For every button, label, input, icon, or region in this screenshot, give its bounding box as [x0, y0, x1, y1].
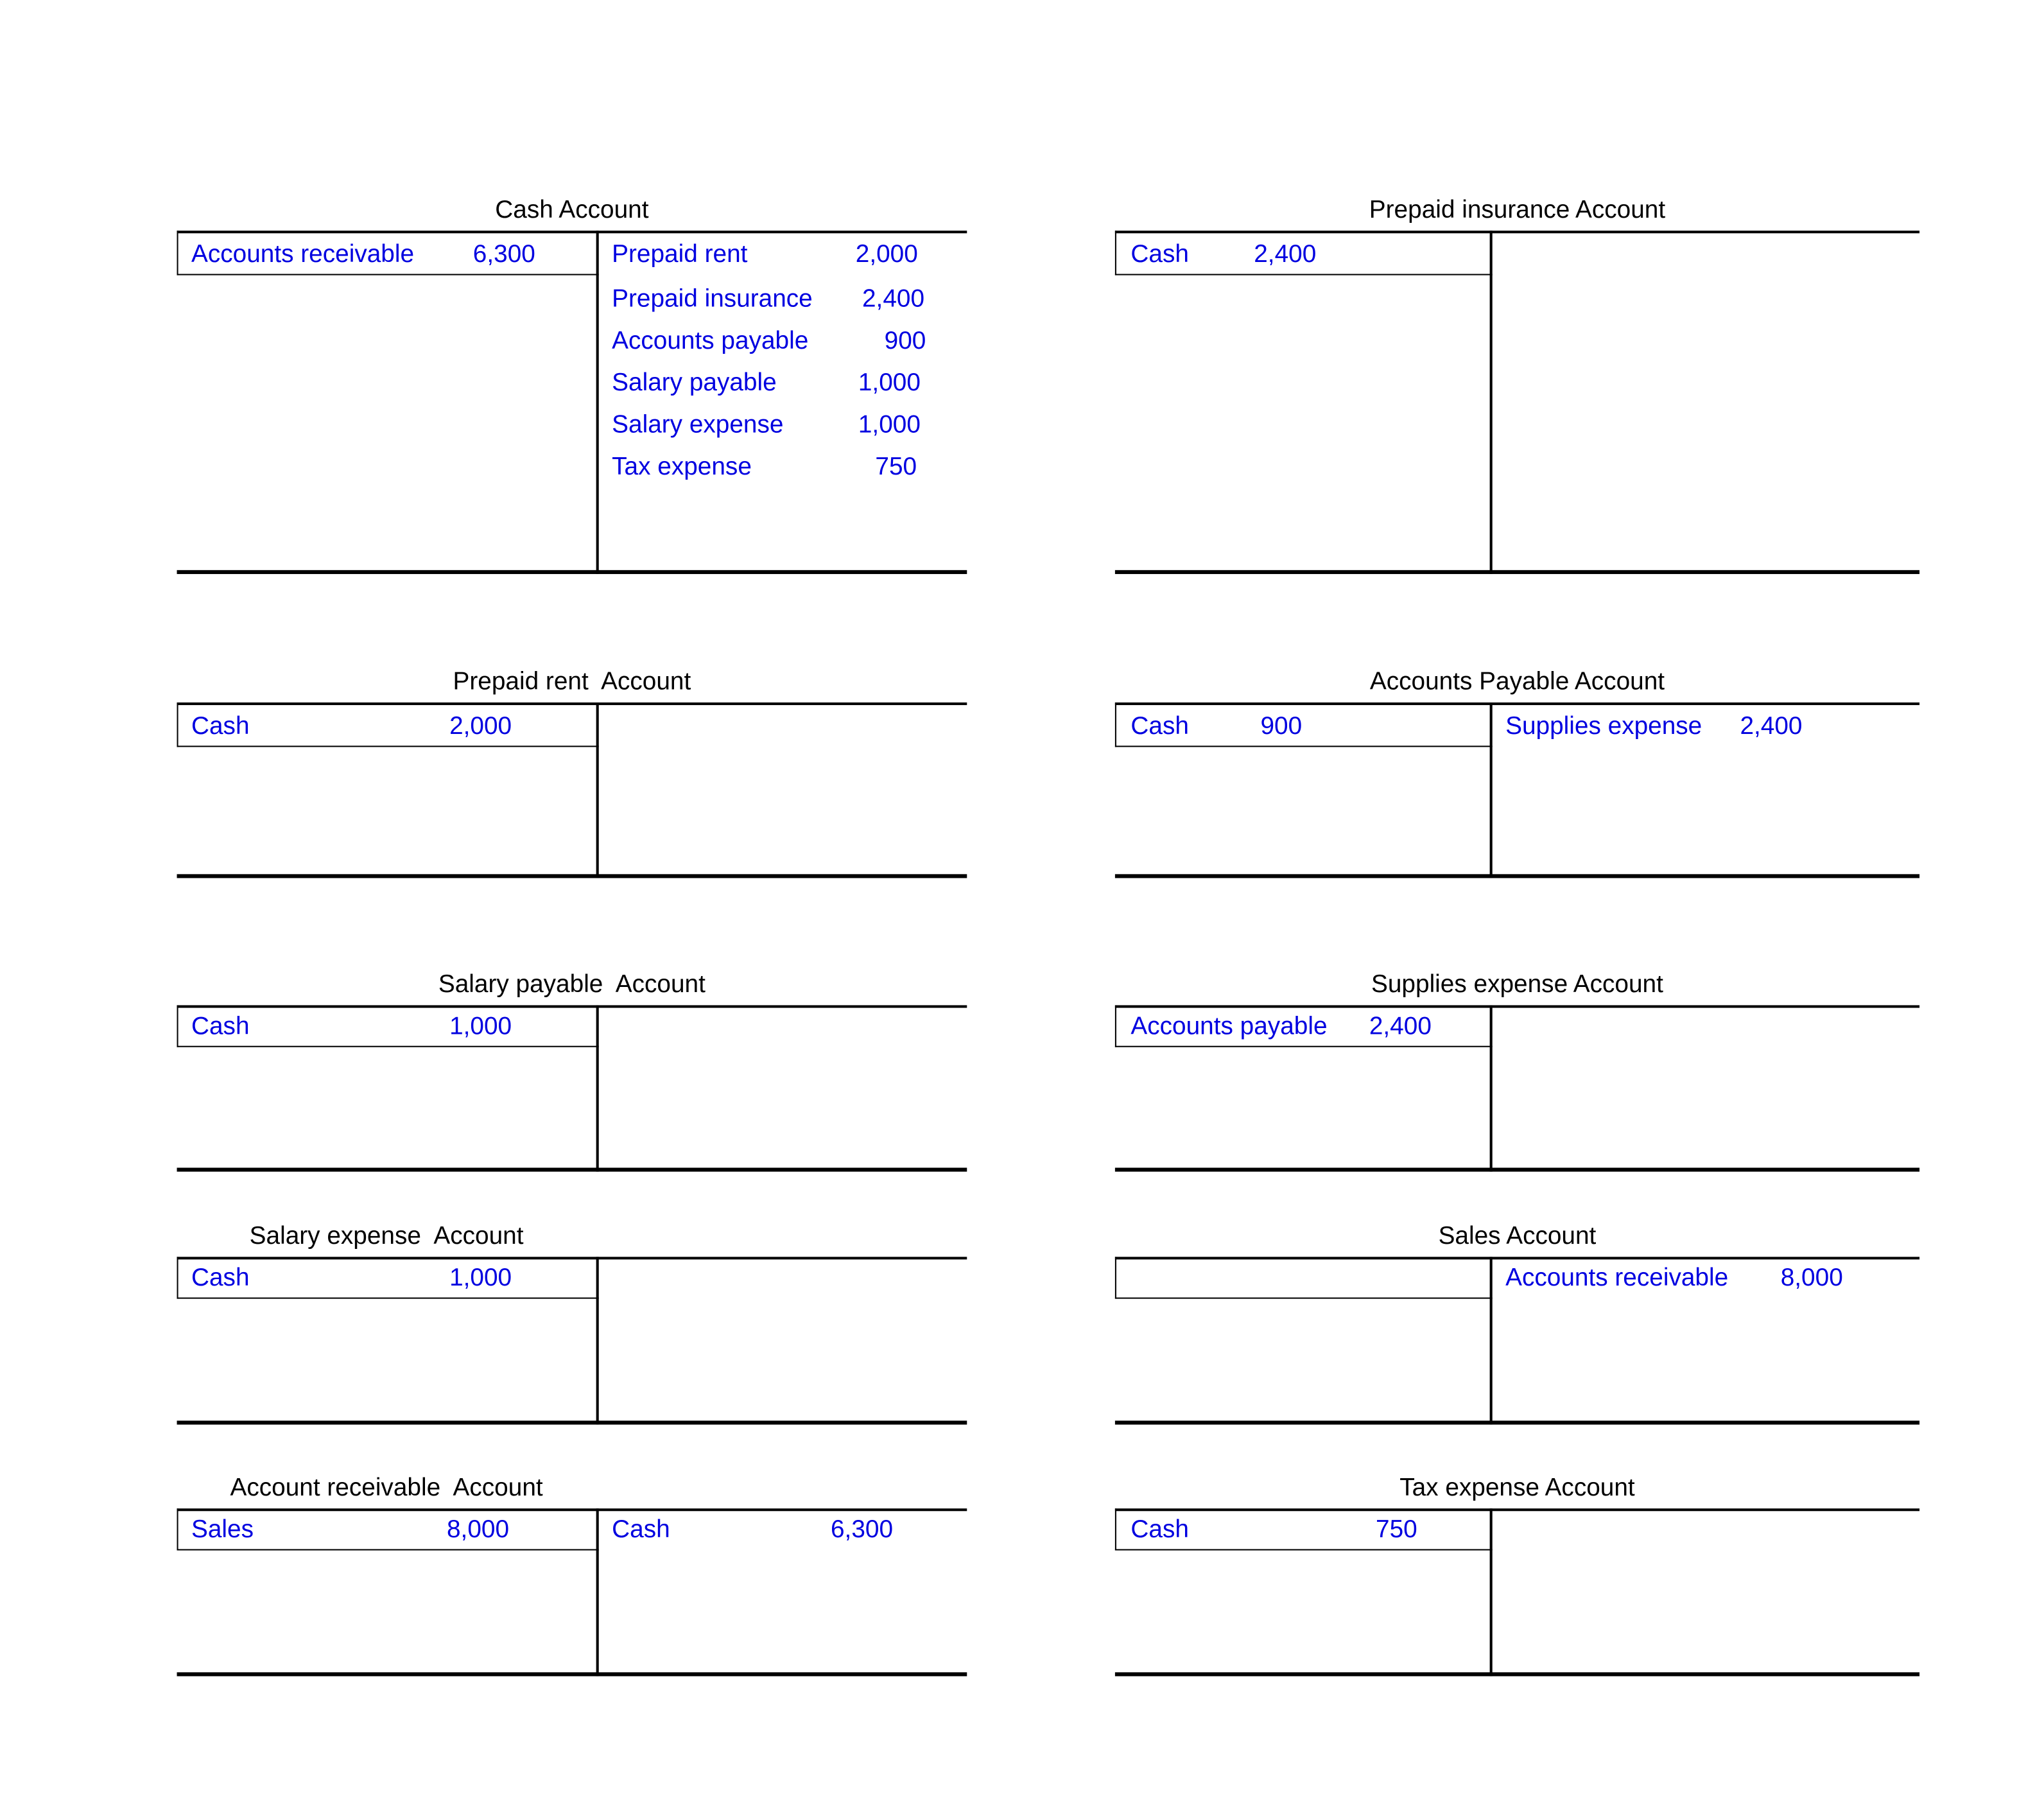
credit-label: Prepaid rent: [612, 241, 748, 269]
debit-label: Cash: [1130, 713, 1189, 741]
first-row-box: [1114, 1257, 1493, 1299]
debit-amount: 6,300: [472, 241, 535, 269]
first-row-box: [177, 1005, 599, 1047]
bottom-rule: [1114, 1420, 1920, 1425]
t-account-tax-expense: Tax expense Account Cash 750: [1114, 1474, 1920, 1677]
account-title: Cash Account: [495, 196, 649, 225]
top-rule: [1114, 231, 1920, 234]
bottom-rule: [177, 874, 967, 878]
bottom-rule: [1114, 570, 1920, 574]
first-row-box: [177, 1257, 599, 1299]
bottom-rule: [177, 1672, 967, 1677]
top-rule: [1114, 1508, 1920, 1512]
account-title: Supplies expense Account: [1371, 971, 1663, 999]
account-title: Account receivable Account: [230, 1474, 543, 1502]
debit-amount: 1,000: [449, 1264, 512, 1293]
top-rule: [1114, 1005, 1920, 1008]
credit-amount: 6,300: [830, 1516, 894, 1544]
credit-amount: 2,400: [1740, 713, 1803, 741]
top-rule: [177, 1257, 967, 1260]
t-account-accounts-payable: Accounts Payable Account Cash 900 Suppli…: [1114, 668, 1920, 878]
credit-label: Salary payable: [612, 369, 777, 397]
first-row-box: [1114, 702, 1493, 747]
first-row-box: [177, 702, 599, 747]
bottom-rule: [1114, 1167, 1920, 1172]
account-title: Sales Account: [1438, 1223, 1597, 1251]
t-account-supplies-expense: Supplies expense Account Accounts payabl…: [1114, 971, 1920, 1172]
top-rule: [177, 702, 967, 706]
credit-amount: 8,000: [1780, 1264, 1843, 1293]
credit-label: Salary expense: [612, 411, 784, 439]
account-title: Prepaid insurance Account: [1369, 196, 1666, 225]
divider: [1489, 702, 1493, 878]
t-account-prepaid-insurance: Prepaid insurance Account Cash 2,400: [1114, 196, 1920, 574]
debit-amount: 8,000: [446, 1516, 510, 1544]
debit-amount: 1,000: [449, 1013, 512, 1041]
t-account-salary-expense: Salary expense Account Cash 1,000: [177, 1223, 967, 1425]
credit-amount: 1,000: [858, 411, 921, 439]
credit-label: Tax expense: [612, 453, 752, 482]
bottom-rule: [177, 1167, 967, 1172]
debit-label: Cash: [191, 713, 250, 741]
divider: [1489, 1257, 1493, 1425]
account-title: Prepaid rent Account: [453, 668, 691, 696]
account-title: Tax expense Account: [1399, 1474, 1635, 1502]
credit-amount: 1,000: [858, 369, 921, 397]
credit-amount: 900: [884, 327, 926, 356]
account-title: Salary payable Account: [438, 971, 706, 999]
debit-label: Cash: [191, 1013, 250, 1041]
debit-label: Sales: [191, 1516, 254, 1544]
t-account-sales: Sales Account Accounts receivable 8,000: [1114, 1223, 1920, 1425]
divider: [596, 1257, 599, 1425]
top-rule: [177, 231, 967, 234]
divider: [1489, 231, 1493, 574]
credit-amount: 2,000: [855, 241, 918, 269]
first-row-box: [1114, 1508, 1493, 1551]
credit-label: Accounts payable: [612, 327, 809, 356]
credit-label: Cash: [612, 1516, 670, 1544]
top-rule: [177, 1508, 967, 1512]
debit-label: Cash: [1130, 241, 1189, 269]
account-title: Salary expense Account: [249, 1223, 524, 1251]
first-row-box: [177, 231, 599, 275]
debit-label: Accounts receivable: [191, 241, 415, 269]
divider: [1489, 1508, 1493, 1677]
credit-amount: 2,400: [862, 285, 925, 313]
first-row-box: [1114, 1005, 1493, 1047]
divider: [596, 1005, 599, 1172]
debit-amount: 2,000: [449, 713, 512, 741]
divider: [1489, 1005, 1493, 1172]
divider: [596, 1508, 599, 1677]
debit-amount: 750: [1376, 1516, 1417, 1544]
bottom-rule: [1114, 1672, 1920, 1677]
credit-label: Supplies expense: [1505, 713, 1702, 741]
debit-amount: 2,400: [1254, 241, 1317, 269]
credit-label: Accounts receivable: [1505, 1264, 1729, 1293]
first-row-box: [177, 1508, 599, 1551]
account-title: Accounts Payable Account: [1369, 668, 1665, 696]
bottom-rule: [177, 570, 967, 574]
debit-label: Accounts payable: [1130, 1013, 1328, 1041]
top-rule: [1114, 702, 1920, 706]
bottom-rule: [1114, 874, 1920, 878]
debit-amount: 2,400: [1369, 1013, 1432, 1041]
first-row-box: [1114, 231, 1493, 275]
credit-label: Prepaid insurance: [612, 285, 813, 313]
debit-label: Cash: [1130, 1516, 1189, 1544]
t-account-prepaid-rent: Prepaid rent Account Cash 2,000: [177, 668, 967, 878]
divider: [596, 702, 599, 878]
t-account-salary-payable: Salary payable Account Cash 1,000: [177, 971, 967, 1172]
t-account-accounts-receivable: Account receivable Account Sales 8,000 C…: [177, 1474, 967, 1677]
debit-label: Cash: [191, 1264, 250, 1293]
bottom-rule: [177, 1420, 967, 1425]
top-rule: [1114, 1257, 1920, 1260]
t-account-cash: Cash Account Accounts receivable 6,300 P…: [177, 196, 967, 574]
top-rule: [177, 1005, 967, 1008]
divider: [596, 231, 599, 574]
debit-amount: 900: [1260, 713, 1303, 741]
credit-amount: 750: [875, 453, 917, 482]
